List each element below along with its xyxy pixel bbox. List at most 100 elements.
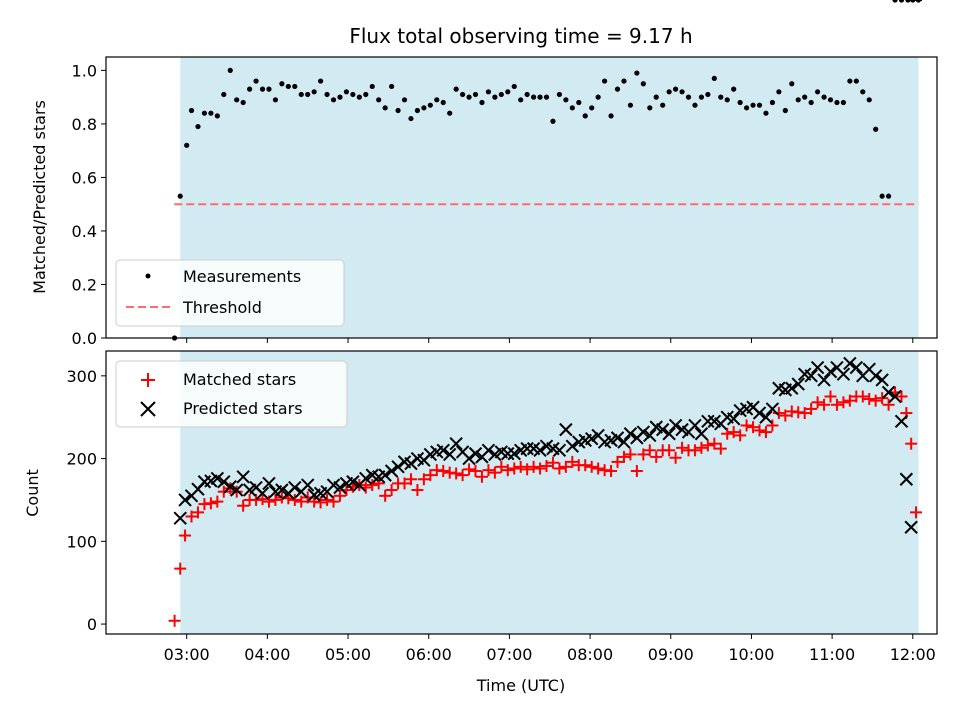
measurement-point xyxy=(543,94,550,100)
measurement-point xyxy=(705,91,711,98)
predicted-star-point xyxy=(552,443,567,458)
predicted-star-point xyxy=(662,427,676,441)
predicted-star-point xyxy=(462,451,476,466)
predicted-star-point xyxy=(701,414,715,429)
measurement-point xyxy=(498,91,504,98)
top-legend: Measurements Threshold xyxy=(115,259,345,327)
predicted-star-point xyxy=(881,385,896,400)
matched-star-point xyxy=(721,427,734,440)
bottom-y-axis-label: Count xyxy=(23,469,42,517)
predicted-star-point xyxy=(894,414,909,429)
measurement-point xyxy=(214,113,220,119)
predicted-star-point xyxy=(636,425,651,439)
measurement-point xyxy=(247,86,253,92)
predicted-star-point xyxy=(300,478,315,492)
matched-star-point xyxy=(910,506,923,519)
measurement-point xyxy=(292,83,298,90)
predicted-star-point xyxy=(643,428,657,443)
predicted-star-point xyxy=(694,427,709,441)
measurement-point xyxy=(589,105,595,111)
matched-star-point xyxy=(688,444,701,457)
measurement-point xyxy=(718,94,724,100)
measurement-point xyxy=(505,89,511,95)
matched-star-point xyxy=(237,499,250,512)
top-y-tick-label: 1.0 xyxy=(72,61,97,80)
measurement-point xyxy=(266,86,272,92)
measurement-point xyxy=(188,107,195,114)
matched-star-point xyxy=(379,489,392,502)
measurement-point xyxy=(492,94,498,100)
x-tick-label: 03:00 xyxy=(164,645,210,664)
measurement-point xyxy=(324,91,330,98)
matched-star-point xyxy=(521,463,534,476)
matched-star-point xyxy=(404,473,417,486)
top-y-tick-label: 0.4 xyxy=(72,222,97,241)
matched-star-point xyxy=(327,495,340,508)
legend-predicted-marker xyxy=(140,401,156,417)
measurement-point xyxy=(672,86,679,92)
bottom-axes-frame xyxy=(105,350,938,635)
matched-star-point xyxy=(534,462,547,475)
predicted-star-point xyxy=(404,456,418,471)
predicted-star-point xyxy=(378,468,392,482)
matched-star-point xyxy=(514,460,527,473)
top-axes-frame xyxy=(105,56,938,339)
matched-star-point xyxy=(592,462,605,475)
matched-star-point xyxy=(650,450,663,463)
matched-star-point xyxy=(637,448,650,461)
top-y-tick-label: 0.6 xyxy=(72,168,97,187)
matched-star-point xyxy=(869,394,882,407)
matched-star-point xyxy=(805,402,818,415)
measurement-point xyxy=(660,102,666,108)
matched-star-point xyxy=(643,444,656,457)
matched-star-point xyxy=(553,462,566,475)
matched-star-point xyxy=(676,441,689,454)
predicted-star-point xyxy=(275,483,289,497)
bottom-y-tick-label: 100 xyxy=(66,532,97,551)
matched-star-point xyxy=(611,455,624,468)
predicted-star-point xyxy=(384,464,399,478)
measurement-point xyxy=(524,91,530,98)
measurement-point xyxy=(427,102,433,108)
measurement-point xyxy=(440,99,446,106)
predicted-star-point xyxy=(210,471,225,486)
measurement-point xyxy=(460,91,466,98)
measurement-point xyxy=(653,94,659,100)
measurement-point xyxy=(537,94,543,100)
x-tick-label: 06:00 xyxy=(406,645,452,664)
bottom-y-tick-label: 0 xyxy=(87,615,97,634)
measurement-point xyxy=(221,91,227,98)
measurement-point xyxy=(376,97,382,103)
measurement-point xyxy=(234,97,240,103)
predicted-star-point xyxy=(255,486,270,501)
predicted-star-point xyxy=(584,432,599,446)
matched-star-point xyxy=(734,429,747,442)
matched-star-point xyxy=(727,426,740,439)
predicted-star-point xyxy=(236,470,250,484)
measurement-point xyxy=(305,91,311,98)
predicted-star-point xyxy=(688,418,702,433)
measurement-point xyxy=(447,110,453,116)
predicted-star-point xyxy=(804,369,818,383)
predicted-star-point xyxy=(449,436,463,451)
measurement-point xyxy=(563,97,569,103)
predicted-star-point xyxy=(507,446,521,461)
top-panel: 0.0 0.2 0.4 0.6 0.8 1.0 Matched/Predicted sta… xyxy=(30,0,938,348)
bottom-legend: Matched stars Predicted stars xyxy=(115,360,348,428)
measurement-point xyxy=(873,126,879,132)
matched-star-point xyxy=(463,463,476,476)
predicted-star-point xyxy=(888,389,902,404)
matched-star-point xyxy=(669,451,682,464)
measurement-point xyxy=(647,105,653,111)
top-y-tick-label: 0.2 xyxy=(72,275,97,294)
measurement-point xyxy=(763,110,769,116)
measurement-point xyxy=(685,94,692,100)
measurement-point xyxy=(595,94,601,100)
matched-star-point xyxy=(856,390,869,403)
matched-star-point xyxy=(288,493,301,506)
matched-star-point xyxy=(630,464,643,477)
legend-matched-label: Matched stars xyxy=(183,370,296,389)
measurement-point xyxy=(814,89,821,95)
predicted-star-point xyxy=(617,435,631,449)
predicted-star-point xyxy=(817,373,831,387)
